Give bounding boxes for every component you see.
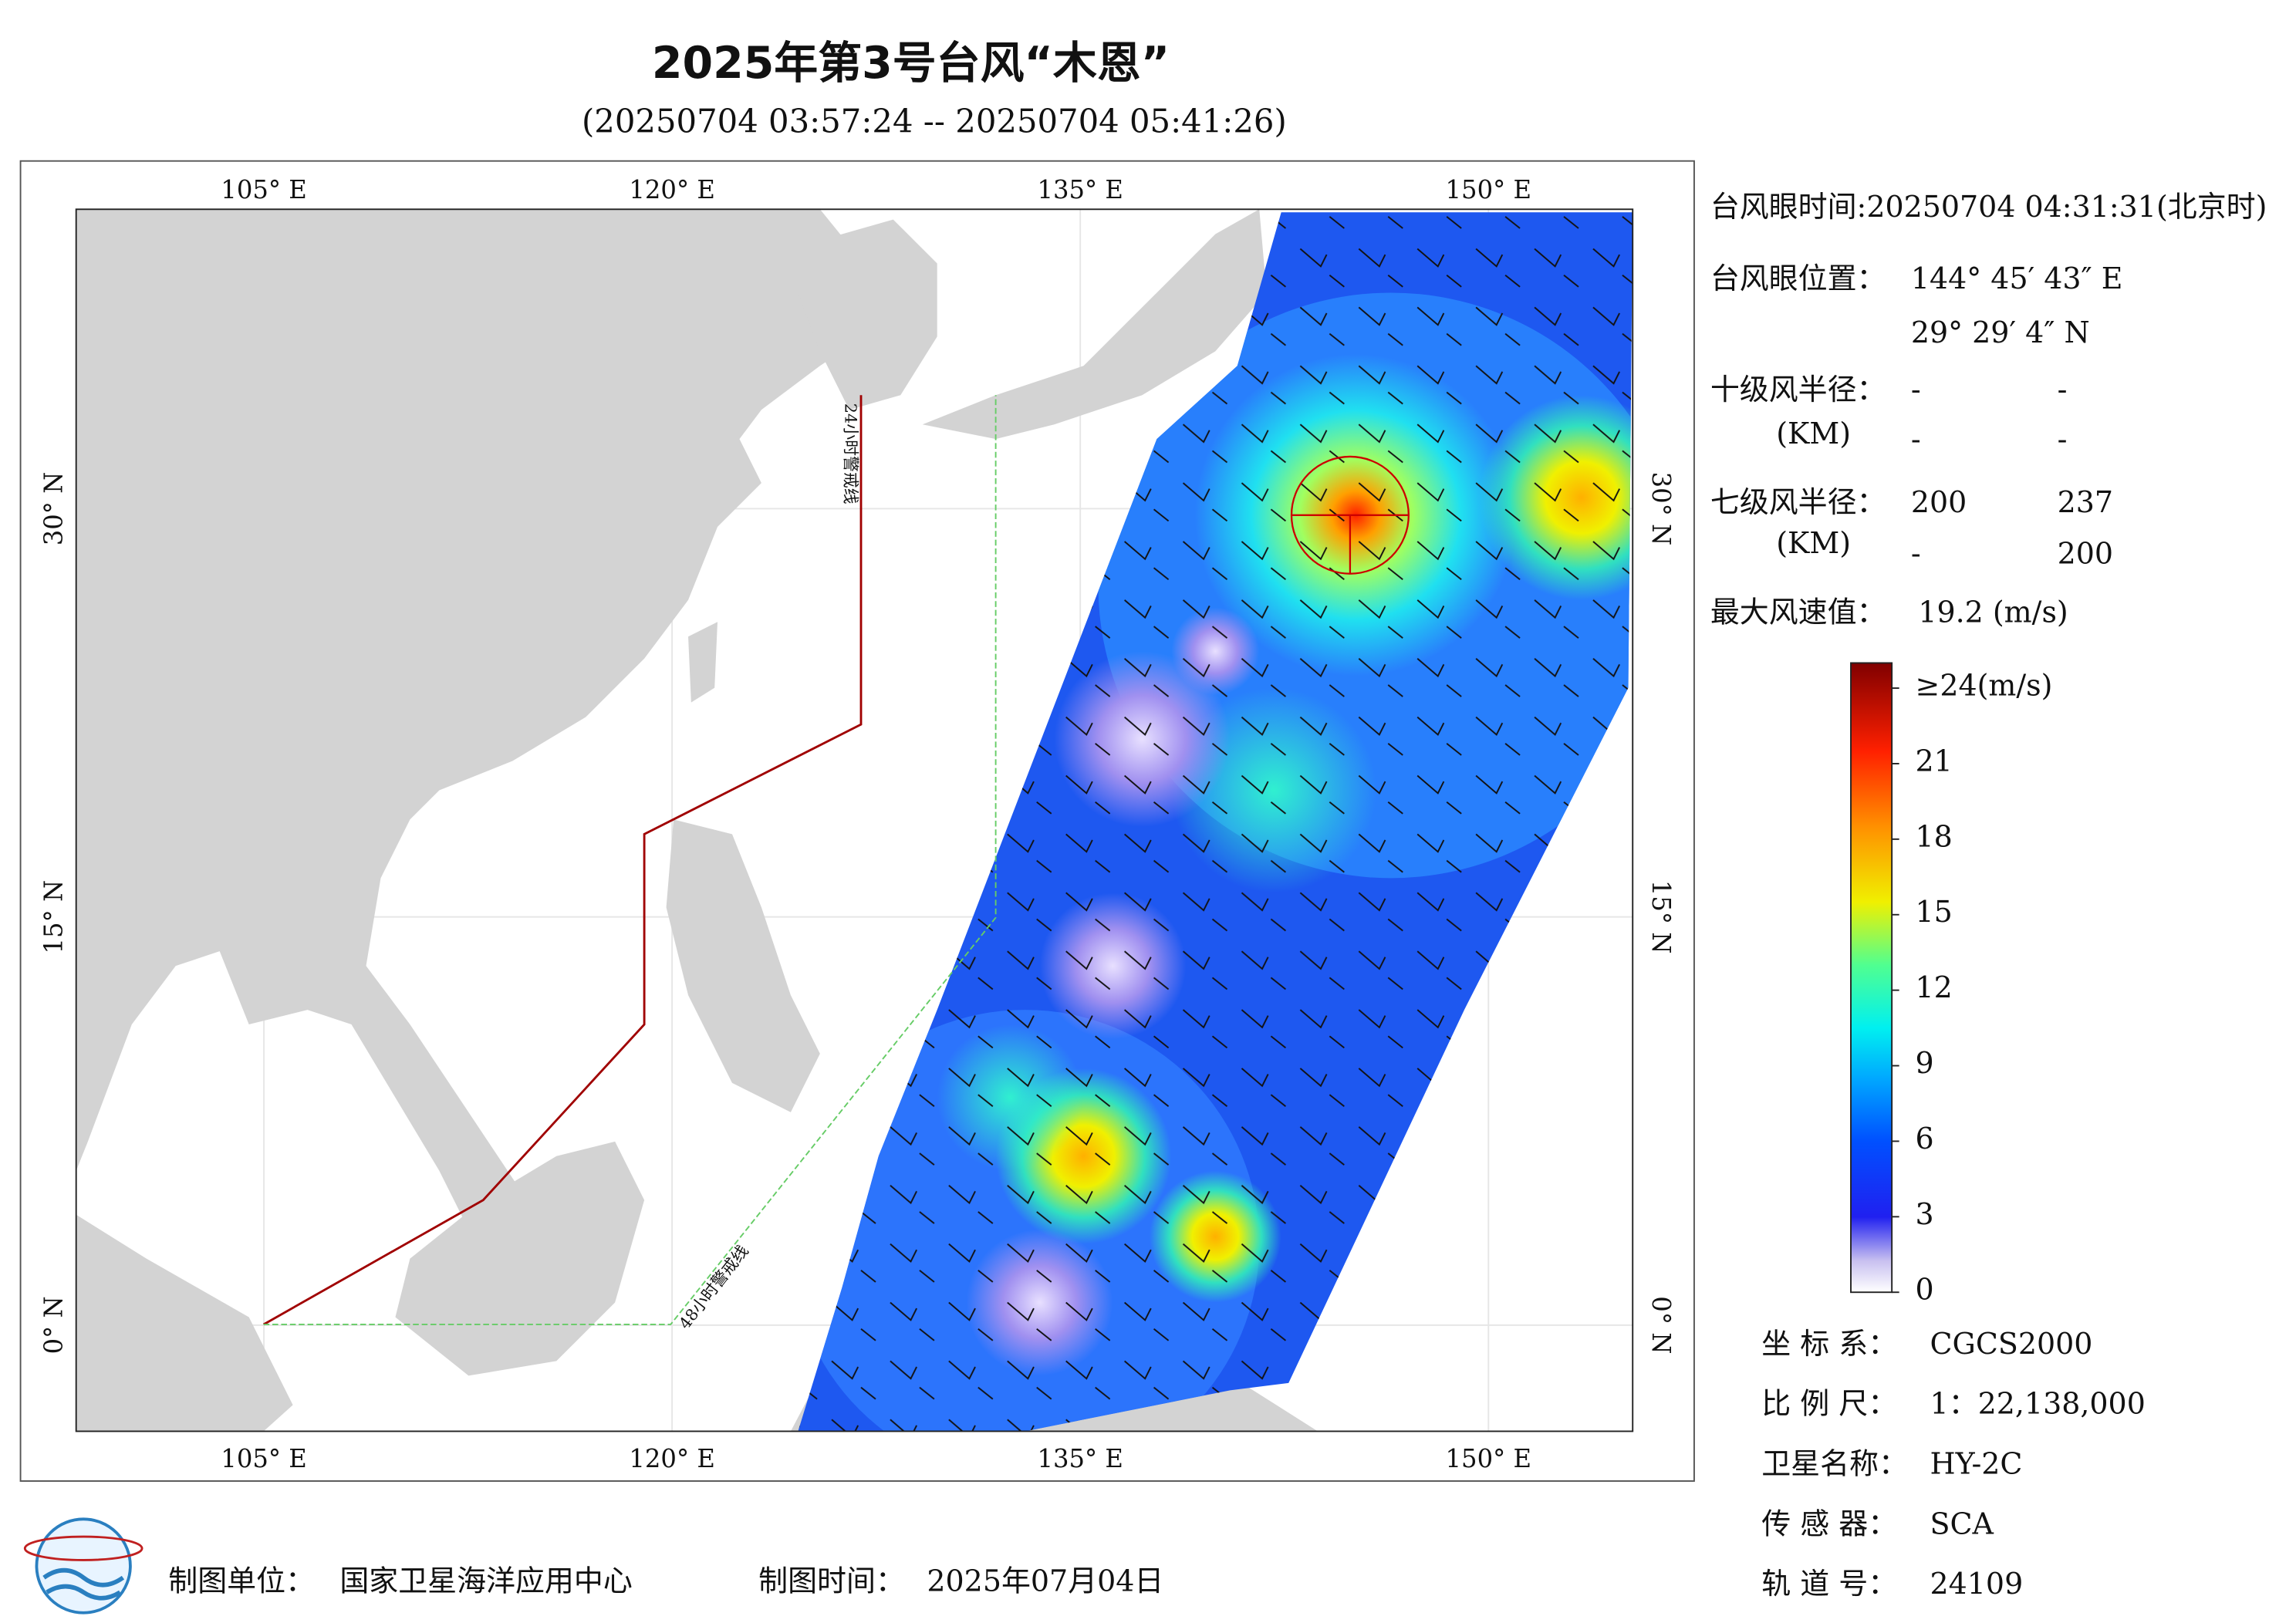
r7-value: 237 <box>2058 485 2113 519</box>
lon-label: 120° E <box>629 175 715 204</box>
r10-value: - <box>1911 422 1921 456</box>
colorbar-label: 9 <box>1916 1046 1934 1080</box>
lon-label: 135° E <box>1037 175 1123 204</box>
eye-time: 台风眼时间:20250704 04:31:31(北京时) <box>1710 190 2267 224</box>
time: 2025年07月04日 <box>927 1564 1163 1598</box>
meta-value: 1：22,138,000 <box>1930 1387 2146 1421</box>
meta-value: 24109 <box>1930 1567 2024 1601</box>
meta-value: HY-2C <box>1930 1447 2023 1481</box>
lat-label: 30° N <box>1646 472 1676 546</box>
lon-label: 105° E <box>221 1444 307 1473</box>
lat-label: 15° N <box>39 880 69 954</box>
wind-swath <box>798 212 1633 1432</box>
eye-lon: 144° 45′ 43″ E <box>1911 262 2123 295</box>
warning-label-24h: 24小时警戒线 <box>841 403 859 504</box>
meta-value: CGCS2000 <box>1930 1327 2093 1361</box>
colorbar-label: 12 <box>1916 970 1953 1004</box>
lon-label: 105° E <box>221 175 307 204</box>
colorbar-label: ≥24(m/s) <box>1916 669 2053 703</box>
lat-label: 0° N <box>1646 1296 1676 1354</box>
unit: 国家卫星海洋应用中心 <box>339 1564 632 1598</box>
r7-value: - <box>1911 536 1921 570</box>
r10-value: - <box>1911 373 1921 407</box>
meta-label: 传 感 器： <box>1761 1507 1897 1540</box>
r7-value: 200 <box>1911 485 1967 519</box>
subtitle: (20250704 03:57:24 -- 20250704 05:41:26) <box>582 103 1287 140</box>
map-border <box>75 208 1634 1432</box>
lon-label: 120° E <box>629 1444 715 1473</box>
r7-unit: (KM) <box>1776 526 1851 560</box>
r7-label: 七级风半径： <box>1710 485 1886 519</box>
r10-unit: (KM) <box>1776 417 1851 450</box>
r7-value: 200 <box>2058 536 2113 570</box>
warning-line-48h <box>263 395 997 1325</box>
r10-value: - <box>2058 373 2068 407</box>
lon-label: 135° E <box>1037 1444 1123 1473</box>
lon-label: 150° E <box>1446 1444 1532 1473</box>
meta-label: 卫星名称： <box>1761 1447 1908 1481</box>
unit-label: 制图单位： <box>168 1564 315 1598</box>
colorbar-label: 18 <box>1916 819 1953 853</box>
map: 24小时警戒线 48小时警戒线 <box>76 209 1633 1432</box>
lon-label: 150° E <box>1446 175 1532 204</box>
colorbar-label: 21 <box>1916 744 1953 778</box>
meta-value: SCA <box>1930 1507 1994 1540</box>
colorbar <box>1850 662 1893 1294</box>
max-wind-label: 最大风速值： <box>1710 595 1886 629</box>
colorbar-label: 0 <box>1916 1273 1934 1307</box>
colorbar-label: 15 <box>1916 895 1953 929</box>
title: 2025年第3号台风“木恩” <box>652 38 1170 89</box>
meta-label: 轨 道 号： <box>1761 1567 1897 1601</box>
r10-label: 十级风半径： <box>1710 373 1886 407</box>
colorbar-label: 6 <box>1916 1122 1934 1156</box>
meta-label: 比 例 尺： <box>1761 1387 1897 1421</box>
eye-position-label: 台风眼位置： <box>1710 262 1886 295</box>
typhoon-eye <box>1290 455 1410 575</box>
warning-line-24h <box>262 395 863 1326</box>
map-frame <box>19 160 1695 1482</box>
lat-label: 0° N <box>39 1296 69 1354</box>
time-label: 制图时间： <box>758 1564 905 1598</box>
meta-label: 坐 标 系： <box>1761 1327 1897 1361</box>
lat-label: 30° N <box>39 472 69 546</box>
logo <box>23 1517 144 1615</box>
lat-label: 15° N <box>1646 880 1676 954</box>
r10-value: - <box>2058 422 2068 456</box>
eye-lat: 29° 29′ 4″ N <box>1911 315 2090 349</box>
colorbar-label: 3 <box>1916 1197 1934 1231</box>
max-wind: 19.2 (m/s) <box>1918 595 2068 629</box>
